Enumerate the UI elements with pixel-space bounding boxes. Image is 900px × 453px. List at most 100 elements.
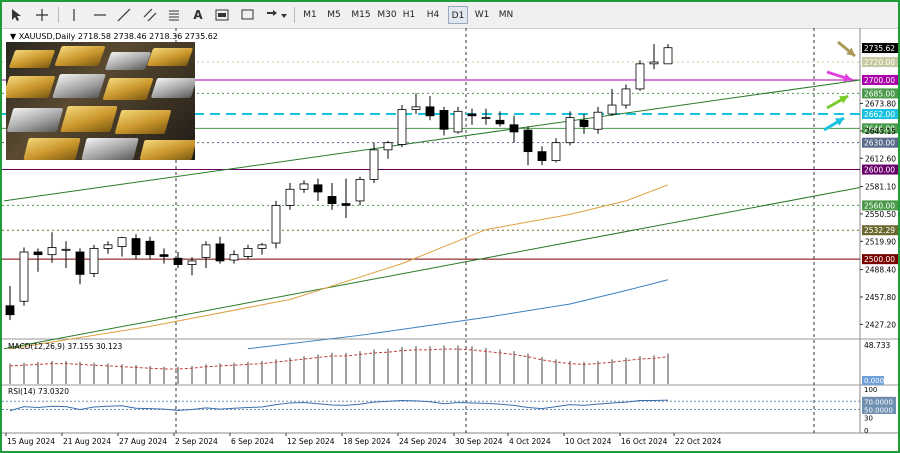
candle-body[interactable] <box>439 110 449 130</box>
level-price-tag <box>862 123 898 134</box>
toolbar-separator <box>294 7 295 23</box>
timeframe-h1[interactable]: H1 <box>402 10 416 20</box>
candle-body[interactable] <box>327 196 337 205</box>
candle-body[interactable] <box>621 88 631 106</box>
candle-body[interactable] <box>271 204 281 244</box>
y-tick-label: 2519.90 <box>865 237 896 246</box>
trendline-icon[interactable] <box>114 5 134 25</box>
candle-body[interactable] <box>117 237 127 248</box>
candle-body[interactable] <box>453 110 463 133</box>
timeframe-mn[interactable]: MN <box>498 10 514 20</box>
rsi-tick-label: 70.0000 <box>864 398 893 406</box>
y-tick-label: 2427.20 <box>865 320 896 329</box>
rsi-tick-label: 100 <box>864 386 877 394</box>
candle-body[interactable] <box>89 248 99 274</box>
y-tick-label: 2643.15 <box>865 127 896 136</box>
y-tick-label: 2457.80 <box>865 293 896 302</box>
x-tick-label: 10 Oct 2024 <box>565 437 612 446</box>
level-price-label: 2646.00 <box>864 124 895 133</box>
rsi-level-tag <box>862 396 896 406</box>
candle-body[interactable] <box>481 117 491 119</box>
macd-tick-label: 0.000 <box>864 377 884 385</box>
timeframe-h4[interactable]: H4 <box>426 10 440 20</box>
candle-body[interactable] <box>509 124 519 133</box>
level-price-label: 2662.00 <box>864 110 895 119</box>
candle-body[interactable] <box>173 257 183 265</box>
y-tick-label: 2488.40 <box>865 266 896 275</box>
candle-body[interactable] <box>593 111 603 130</box>
candle-body[interactable] <box>607 104 617 115</box>
candle-body[interactable] <box>425 106 435 117</box>
chart-canvas[interactable]: 2720.00 2700.00 2685.00 2662.00 2646.00 2630.… <box>2 28 898 451</box>
candle-body[interactable] <box>33 251 43 256</box>
cursor-icon[interactable] <box>6 5 26 25</box>
candle-body[interactable] <box>299 183 309 190</box>
fibonacci-icon[interactable] <box>164 5 184 25</box>
x-tick-label: 6 Sep 2024 <box>231 437 274 446</box>
candle-body[interactable] <box>635 63 645 90</box>
crosshair-icon[interactable] <box>32 5 52 25</box>
label-icon[interactable] <box>212 5 232 25</box>
channel-icon[interactable] <box>140 5 160 25</box>
candle-body[interactable] <box>565 117 575 144</box>
macd-zero-tag <box>862 376 884 385</box>
candle-body[interactable] <box>383 142 393 151</box>
level-price-tag <box>862 254 898 265</box>
moving-average-line <box>247 279 669 350</box>
timeframe-d1[interactable]: D1 <box>448 6 468 24</box>
candle-body[interactable] <box>551 142 561 162</box>
candle-body[interactable] <box>313 184 323 193</box>
candle-body[interactable] <box>649 61 659 65</box>
candle-body[interactable] <box>103 244 113 249</box>
timeframe-m1[interactable]: M1 <box>303 10 317 20</box>
cyan-arrow-icon <box>835 118 844 126</box>
candle-body[interactable] <box>229 254 239 261</box>
timeframe-m15[interactable]: M15 <box>351 10 371 20</box>
candle-body[interactable] <box>131 238 141 256</box>
y-tick-label: 2550.50 <box>865 210 896 219</box>
channel-line <box>3 186 861 350</box>
candle-body[interactable] <box>215 243 225 262</box>
arrows-menu-icon[interactable] <box>264 5 288 25</box>
candle-body[interactable] <box>19 251 29 302</box>
x-tick-label: 24 Sep 2024 <box>399 437 447 446</box>
candle-body[interactable] <box>47 247 57 256</box>
olive-arrow-icon <box>846 47 855 56</box>
candle-body[interactable] <box>495 119 505 125</box>
candle-body[interactable] <box>369 149 379 180</box>
candle-body[interactable] <box>5 305 15 316</box>
candle-body[interactable] <box>61 248 71 251</box>
candle-body[interactable] <box>341 203 351 206</box>
candle-body[interactable] <box>201 244 211 258</box>
timeframe-m5[interactable]: M5 <box>327 10 341 20</box>
timeframe-m30[interactable]: M30 <box>377 10 397 20</box>
candle-body[interactable] <box>75 251 85 275</box>
candle-body[interactable] <box>257 244 267 249</box>
rsi-tick-label: 30 <box>864 415 873 423</box>
vertical-line-icon[interactable] <box>64 5 84 25</box>
x-tick-label: 16 Oct 2024 <box>621 437 668 446</box>
candle-body[interactable] <box>187 260 197 265</box>
candle-body[interactable] <box>663 47 673 65</box>
level-price-label: 2700.00 <box>864 76 895 85</box>
candle-body[interactable] <box>467 113 477 117</box>
candle-body[interactable] <box>537 151 547 162</box>
candle-body[interactable] <box>397 109 407 145</box>
candle-body[interactable] <box>285 188 295 206</box>
candle-body[interactable] <box>411 106 421 110</box>
timeframe-w1[interactable]: W1 <box>474 10 490 20</box>
candle-body[interactable] <box>523 129 533 153</box>
candle-body[interactable] <box>145 240 155 256</box>
y-tick-label: 2673.80 <box>865 99 896 108</box>
rsi-tick-label: 50.0000 <box>864 407 893 415</box>
level-price-label: 2685.00 <box>864 89 895 98</box>
candle-body[interactable] <box>579 119 589 127</box>
text-icon[interactable]: A <box>193 8 203 22</box>
candle-body[interactable] <box>159 254 169 257</box>
x-tick-label: 22 Oct 2024 <box>675 437 722 446</box>
candle-body[interactable] <box>243 248 253 257</box>
horizontal-line-icon[interactable] <box>90 5 110 25</box>
candle-body[interactable] <box>355 179 365 202</box>
shapes-icon[interactable] <box>238 5 258 25</box>
